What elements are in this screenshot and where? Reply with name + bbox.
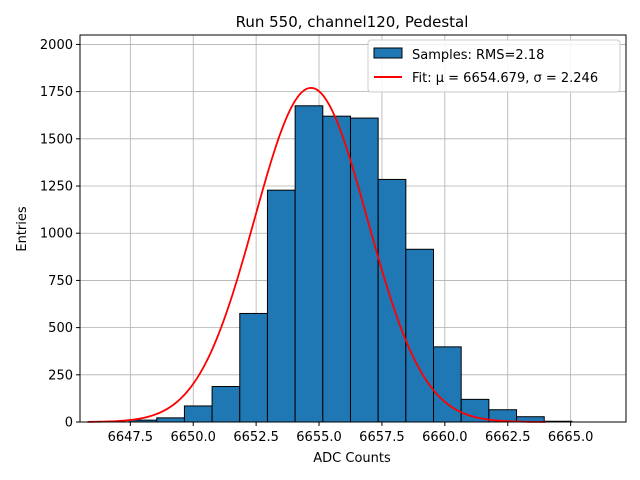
y-tick-label: 750: [48, 274, 73, 289]
x-tick-label: 6655.0: [296, 430, 342, 445]
x-tick-label: 6647.5: [108, 430, 154, 445]
legend-samples-label: Samples: RMS=2.18: [412, 48, 544, 63]
fit-curve: [87, 86, 546, 423]
histogram-bar: [322, 115, 351, 423]
y-tick-label: 1000: [40, 227, 73, 242]
y-tick-label: 2000: [40, 38, 73, 53]
histogram-bar: [349, 117, 379, 423]
legend-samples-swatch: [373, 47, 403, 59]
y-tick-label: 500: [48, 321, 73, 336]
histogram-bar: [294, 105, 324, 423]
histogram-bar: [239, 312, 268, 423]
plot-frame: [79, 34, 627, 423]
y-tick-label: 1500: [40, 132, 73, 147]
fit-curve-layer: [87, 86, 546, 423]
histogram-bar: [405, 248, 435, 423]
axis-ticks: 6647.5 6650.0 6652.5 6655.0 6657.5 6660.0 6662…: [40, 38, 593, 445]
x-tick-label: 6662.5: [485, 430, 531, 445]
y-axis-label: Entries: [15, 206, 30, 252]
legend: Samples: RMS=2.18 Fit: μ = 6654.679, σ =…: [367, 39, 621, 93]
x-tick-label: 6657.5: [359, 430, 405, 445]
y-tick-label: 0: [65, 416, 73, 431]
legend-box: [367, 39, 621, 93]
histogram-bar: [211, 386, 241, 423]
y-tick-label: 1750: [40, 85, 73, 100]
x-tick-label: 6660.0: [422, 430, 468, 445]
x-tick-label: 6650.0: [170, 430, 216, 445]
histogram-bar: [266, 189, 296, 423]
y-tick-label: 1250: [40, 180, 73, 195]
x-tick-label: 6652.5: [233, 430, 279, 445]
chart-title: Run 550, channel120, Pedestal: [236, 13, 469, 31]
histogram-bar: [183, 405, 213, 423]
y-tick-label: 250: [48, 368, 73, 383]
histogram-bars: [128, 105, 573, 423]
legend-fit-label: Fit: μ = 6654.679, σ = 2.246: [412, 71, 598, 86]
x-tick-label: 6665.0: [548, 430, 594, 445]
histogram-bar: [156, 417, 185, 423]
x-axis-label: ADC Counts: [313, 451, 391, 466]
